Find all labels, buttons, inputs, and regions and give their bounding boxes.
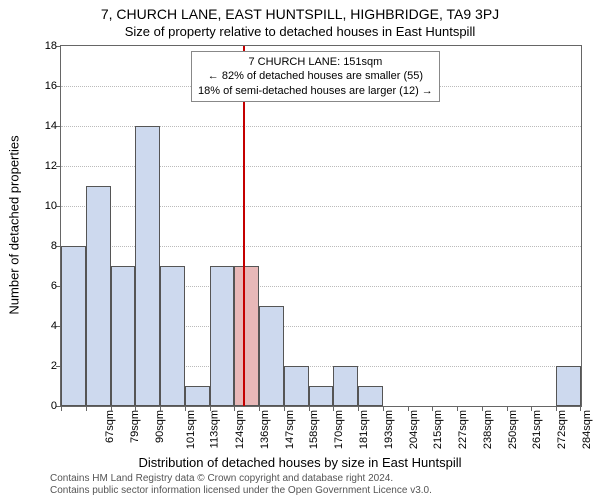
x-axis-title: Distribution of detached houses by size … <box>0 455 600 470</box>
y-tick-label: 18 <box>31 40 57 52</box>
y-tick-label: 16 <box>31 80 57 92</box>
x-tick <box>531 406 532 411</box>
bar <box>61 246 86 406</box>
x-tick-label: 215sqm <box>432 410 444 449</box>
y-axis-title: Number of detached properties <box>7 135 22 314</box>
bar <box>309 386 334 406</box>
footnote: Contains HM Land Registry data © Crown c… <box>50 473 432 497</box>
x-tick-label: 261sqm <box>531 410 543 449</box>
bar <box>284 366 309 406</box>
plot-area: 02468101214161867sqm79sqm90sqm101sqm113s… <box>60 45 582 407</box>
x-tick-label: 124sqm <box>234 410 246 449</box>
y-tick-label: 2 <box>31 360 57 372</box>
annotation-box: 7 CHURCH LANE: 151sqm← 82% of detached h… <box>191 51 440 102</box>
x-tick-label: 113sqm <box>209 410 221 448</box>
x-tick <box>61 406 62 411</box>
footnote-line-1: Contains HM Land Registry data © Crown c… <box>50 473 432 485</box>
x-tick <box>358 406 359 411</box>
bar <box>259 306 284 406</box>
y-tick-label: 10 <box>31 200 57 212</box>
x-tick <box>259 406 260 411</box>
x-tick-label: 238sqm <box>482 410 494 449</box>
x-tick <box>580 406 581 411</box>
bar <box>86 186 111 406</box>
x-tick <box>160 406 161 411</box>
x-tick-label: 90sqm <box>154 410 166 443</box>
x-tick-label: 193sqm <box>383 410 395 449</box>
y-tick-label: 12 <box>31 160 57 172</box>
chart-title-2: Size of property relative to detached ho… <box>0 24 600 39</box>
x-tick <box>507 406 508 411</box>
footnote-line-2: Contains public sector information licen… <box>50 485 432 497</box>
x-tick <box>111 406 112 411</box>
x-tick-label: 158sqm <box>309 410 321 449</box>
x-tick <box>185 406 186 411</box>
x-tick-label: 170sqm <box>333 410 345 449</box>
x-tick <box>234 406 235 411</box>
x-tick-label: 250sqm <box>507 410 519 449</box>
annotation-line-1: 7 CHURCH LANE: 151sqm <box>198 55 433 69</box>
bar <box>111 266 136 406</box>
x-tick-label: 147sqm <box>284 410 296 449</box>
x-tick-label: 79sqm <box>129 410 141 443</box>
bar <box>556 366 581 406</box>
chart-title-1: 7, CHURCH LANE, EAST HUNTSPILL, HIGHBRID… <box>0 6 600 22</box>
x-tick <box>210 406 211 411</box>
x-tick-label: 67sqm <box>104 410 116 443</box>
x-tick <box>86 406 87 411</box>
x-tick <box>309 406 310 411</box>
x-tick <box>457 406 458 411</box>
chart-container: 7, CHURCH LANE, EAST HUNTSPILL, HIGHBRID… <box>0 0 600 500</box>
annotation-line-2: ← 82% of detached houses are smaller (55… <box>198 69 433 83</box>
x-tick <box>432 406 433 411</box>
x-tick-label: 101sqm <box>185 410 197 449</box>
bar <box>160 266 185 406</box>
x-tick <box>383 406 384 411</box>
annotation-line-3: 18% of semi-detached houses are larger (… <box>198 84 433 98</box>
bar <box>135 126 160 406</box>
x-tick-label: 227sqm <box>457 410 469 449</box>
x-tick <box>135 406 136 411</box>
x-tick <box>284 406 285 411</box>
y-tick-label: 0 <box>31 400 57 412</box>
x-tick-label: 204sqm <box>408 410 420 449</box>
x-tick <box>556 406 557 411</box>
bar <box>358 386 383 406</box>
y-tick-label: 14 <box>31 120 57 132</box>
x-tick-label: 284sqm <box>581 410 593 449</box>
x-tick <box>408 406 409 411</box>
bar <box>185 386 210 406</box>
x-tick <box>482 406 483 411</box>
x-tick-label: 181sqm <box>358 410 370 449</box>
y-tick-label: 8 <box>31 240 57 252</box>
y-tick-label: 6 <box>31 280 57 292</box>
x-tick-label: 136sqm <box>259 410 271 449</box>
y-tick-label: 4 <box>31 320 57 332</box>
bar <box>210 266 235 406</box>
bar <box>333 366 358 406</box>
x-tick <box>333 406 334 411</box>
x-tick-label: 272sqm <box>556 410 568 449</box>
bar <box>234 266 259 406</box>
